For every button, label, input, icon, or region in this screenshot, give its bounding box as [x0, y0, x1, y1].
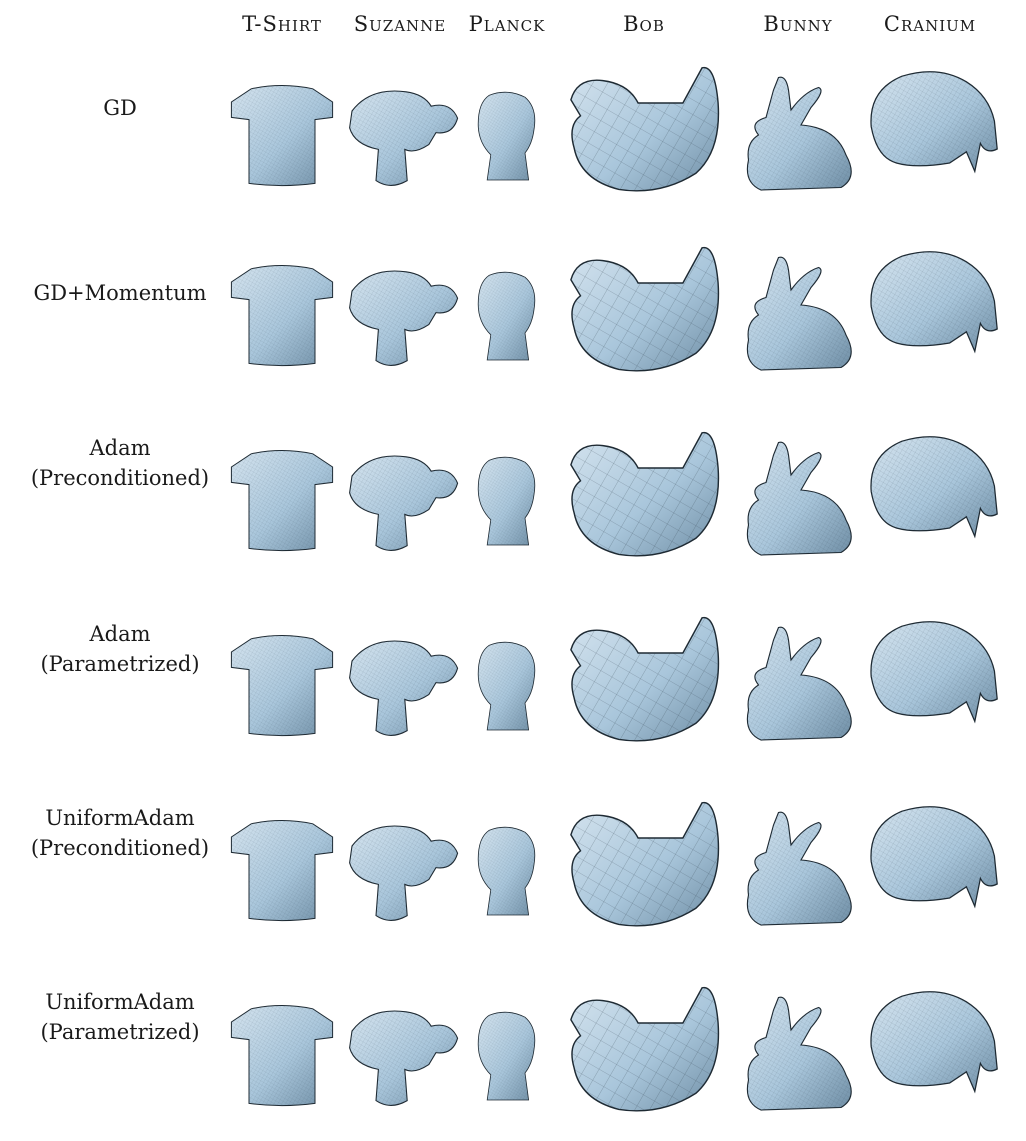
mesh-render-planck [462, 605, 552, 765]
mesh-render-bob [562, 975, 727, 1135]
mesh-render-suzanne [340, 790, 460, 950]
row-label: UniformAdam (Parametrized) [0, 987, 240, 1047]
row-label-line: UniformAdam [45, 990, 195, 1014]
mesh-render-bob [562, 55, 727, 215]
mesh-render-planck [462, 235, 552, 395]
mesh-render-planck [462, 55, 552, 215]
row-label-line: Adam [89, 436, 151, 460]
mesh-render-bunny [736, 790, 861, 950]
mesh-render-t-shirt [227, 790, 337, 950]
mesh-render-bunny [736, 235, 861, 395]
row-label: GD [0, 93, 240, 123]
row-label-line: (Parametrized) [40, 652, 200, 676]
mesh-render-suzanne [340, 235, 460, 395]
mesh-render-bunny [736, 55, 861, 215]
row-label: UniformAdam (Preconditioned) [0, 803, 240, 863]
mesh-render-planck [462, 975, 552, 1135]
row-label-line: (Preconditioned) [30, 466, 210, 490]
mesh-render-suzanne [340, 975, 460, 1135]
column-header-cranium: Cranium [883, 12, 977, 36]
column-header-planck: Planck [468, 12, 546, 36]
mesh-render-cranium [860, 605, 1000, 765]
mesh-render-cranium [860, 235, 1000, 395]
mesh-render-suzanne [340, 420, 460, 580]
row-label-line: GD+Momentum [33, 281, 207, 305]
mesh-render-cranium [860, 55, 1000, 215]
mesh-render-bunny [736, 605, 861, 765]
mesh-render-t-shirt [227, 420, 337, 580]
mesh-render-t-shirt [227, 975, 337, 1135]
mesh-render-bob [562, 420, 727, 580]
mesh-render-bob [562, 790, 727, 950]
column-header-suzanne: Suzanne [353, 12, 447, 36]
mesh-render-suzanne [340, 605, 460, 765]
mesh-render-cranium [860, 975, 1000, 1135]
mesh-render-planck [462, 420, 552, 580]
mesh-render-bunny [736, 975, 861, 1135]
column-header-t-shirt: T-Shirt [242, 12, 322, 36]
row-label-line: (Parametrized) [40, 1020, 200, 1044]
row-label-line: GD [103, 96, 137, 120]
row-label-line: Adam [89, 622, 151, 646]
row-label: Adam (Preconditioned) [0, 433, 240, 493]
mesh-render-t-shirt [227, 605, 337, 765]
row-label: Adam (Parametrized) [0, 619, 240, 679]
mesh-render-t-shirt [227, 55, 337, 215]
mesh-render-t-shirt [227, 235, 337, 395]
mesh-render-cranium [860, 790, 1000, 950]
row-label-line: UniformAdam [45, 806, 195, 830]
mesh-render-suzanne [340, 55, 460, 215]
row-label: GD+Momentum [0, 278, 240, 308]
mesh-render-bunny [736, 420, 861, 580]
mesh-render-bob [562, 605, 727, 765]
row-label-line: (Preconditioned) [30, 836, 210, 860]
mesh-render-cranium [860, 420, 1000, 580]
mesh-render-bob [562, 235, 727, 395]
mesh-render-planck [462, 790, 552, 950]
column-header-bunny: Bunny [763, 12, 833, 36]
column-header-bob: Bob [623, 12, 665, 36]
